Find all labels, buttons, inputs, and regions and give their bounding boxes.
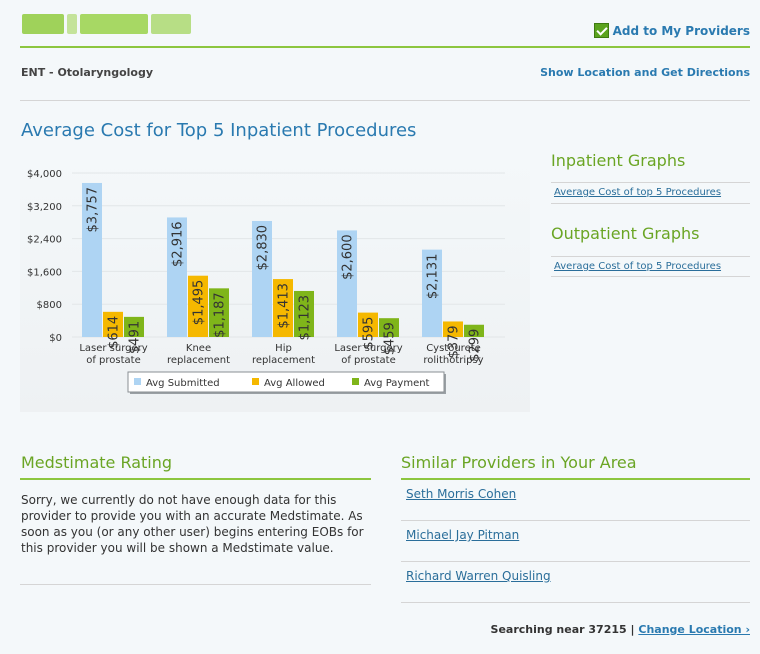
x-tick-label: replacement xyxy=(252,355,315,366)
bar-value-label: $614 xyxy=(107,316,122,349)
bar-value-label: $379 xyxy=(447,325,462,358)
inpatient-graphs-title: Inpatient Graphs xyxy=(551,151,686,170)
legend-swatch xyxy=(352,378,359,385)
bar xyxy=(124,316,144,337)
searching-near-label: Searching near 37215 | xyxy=(490,623,635,636)
bar-value-label: $3,757 xyxy=(86,187,101,233)
similar-provider-link[interactable]: Michael Jay Pitman xyxy=(406,528,520,542)
bar-value-label: $2,600 xyxy=(341,234,356,280)
inpatient-avg-cost-link[interactable]: Average Cost of top 5 Procedures xyxy=(554,187,722,198)
medstimate-rating-text: Sorry, we currently do not have enough d… xyxy=(21,493,364,555)
change-location-link[interactable]: Change Location › xyxy=(638,623,750,636)
provider-specialty: ENT - Otolaryngology xyxy=(21,66,154,79)
chart-title: Average Cost for Top 5 Inpatient Procedu… xyxy=(21,120,417,141)
similar-divider xyxy=(401,520,750,521)
legend-label: Avg Payment xyxy=(364,378,430,389)
bar xyxy=(422,249,442,337)
similar-provider-link[interactable]: Seth Morris Cohen xyxy=(406,487,517,501)
x-tick-label: Laser surgery xyxy=(79,343,147,354)
bar xyxy=(273,279,293,337)
add-to-providers-label: Add to My Providers xyxy=(612,23,750,38)
provider-name-blurred xyxy=(22,14,212,40)
x-tick-label: of prostate xyxy=(341,355,396,366)
similar-providers-title: Similar Providers in Your Area xyxy=(401,453,637,472)
cost-bar-chart: $0 $800 $1,600 $2,400 $3,200 $4,000 $3,757 $614… xyxy=(27,169,505,394)
bar-value-label: $1,413 xyxy=(277,283,292,329)
y-tick-label: $4,000 xyxy=(27,169,62,180)
x-tick-label: Knee xyxy=(186,343,211,354)
outpatient-graphs-title: Outpatient Graphs xyxy=(551,224,700,243)
bar xyxy=(358,312,378,337)
bar xyxy=(443,321,463,337)
bar-value-label: $1,495 xyxy=(192,280,207,326)
sidebar-divider xyxy=(551,203,750,204)
x-tick-label: Hip xyxy=(275,343,292,354)
legend-swatch xyxy=(252,378,259,385)
bar xyxy=(294,290,314,337)
sidebar-divider xyxy=(551,276,750,277)
bar-value-label: $1,123 xyxy=(298,295,313,341)
x-tick-label: Cystourete xyxy=(426,343,481,354)
bar-value-label: $595 xyxy=(362,317,377,350)
bar xyxy=(188,275,208,337)
rating-rule xyxy=(20,478,371,480)
legend-box xyxy=(127,371,445,393)
bar xyxy=(464,324,484,337)
bar xyxy=(252,220,272,337)
legend-label: Avg Allowed xyxy=(264,378,325,389)
bar xyxy=(82,182,102,337)
y-tick-label: $0 xyxy=(49,333,62,344)
bar-value-label: $2,131 xyxy=(426,254,441,300)
sidebar-divider xyxy=(551,256,750,257)
x-tick-label: Laser surgery xyxy=(334,343,402,354)
header-rule xyxy=(20,46,750,48)
bar-value-label: $299 xyxy=(468,329,483,362)
bar xyxy=(379,318,399,337)
x-tick-label: of prostate xyxy=(86,355,141,366)
bar-value-label: $459 xyxy=(383,322,398,355)
similar-divider xyxy=(401,561,750,562)
add-to-providers-button[interactable]: Add to My Providers xyxy=(593,23,750,38)
similar-provider-link[interactable]: Richard Warren Quisling xyxy=(406,569,551,583)
checkbox-icon xyxy=(593,23,609,38)
header-divider xyxy=(20,100,750,101)
x-tick-label: replacement xyxy=(167,355,230,366)
rating-divider xyxy=(20,584,371,585)
y-tick-label: $800 xyxy=(37,300,62,311)
x-tick-label: rolithotripsy xyxy=(423,355,483,366)
chart-panel: $0 $800 $1,600 $2,400 $3,200 $4,000 $3,757 $614… xyxy=(20,150,530,412)
legend-swatch xyxy=(134,378,141,385)
legend-label: Avg Submitted xyxy=(146,378,220,389)
bar xyxy=(167,217,187,337)
similar-divider xyxy=(401,602,750,603)
y-tick-label: $3,200 xyxy=(27,202,62,213)
sidebar-divider xyxy=(551,182,750,183)
show-directions-link[interactable]: Show Location and Get Directions xyxy=(540,66,750,79)
outpatient-avg-cost-link[interactable]: Average Cost of top 5 Procedures xyxy=(554,261,722,272)
y-tick-label: $2,400 xyxy=(27,235,62,246)
bar-value-label: $491 xyxy=(128,321,143,354)
location-footer: Searching near 37215 | Change Location › xyxy=(491,623,750,636)
bar xyxy=(337,230,357,337)
bar xyxy=(209,288,229,337)
bar-value-label: $2,916 xyxy=(171,221,186,267)
bar xyxy=(103,311,123,337)
medstimate-rating-title: Medstimate Rating xyxy=(21,453,173,472)
similar-rule xyxy=(401,478,750,480)
bar-value-label: $2,830 xyxy=(256,225,271,271)
bar-value-label: $1,187 xyxy=(213,292,228,338)
y-tick-label: $1,600 xyxy=(27,267,62,278)
